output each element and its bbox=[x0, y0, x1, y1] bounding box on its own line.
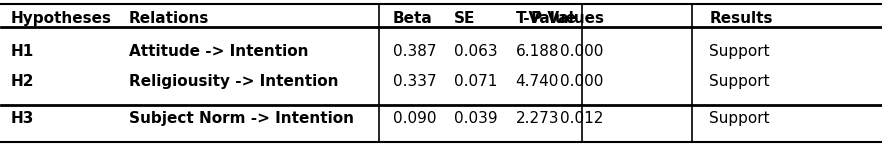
Text: H3: H3 bbox=[11, 111, 34, 126]
Text: 2.273: 2.273 bbox=[516, 111, 559, 126]
Text: 0.071: 0.071 bbox=[454, 74, 497, 89]
Text: 0.337: 0.337 bbox=[392, 74, 437, 89]
Text: 0.000: 0.000 bbox=[560, 44, 603, 59]
Text: Support: Support bbox=[709, 44, 770, 59]
Text: Religiousity -> Intention: Religiousity -> Intention bbox=[129, 74, 339, 89]
Text: T-Value: T-Value bbox=[516, 11, 577, 26]
Text: 0.000: 0.000 bbox=[560, 74, 603, 89]
Text: 0.090: 0.090 bbox=[392, 111, 436, 126]
Text: Hypotheses: Hypotheses bbox=[11, 11, 111, 26]
Text: 4.740: 4.740 bbox=[516, 74, 559, 89]
Text: H1: H1 bbox=[11, 44, 34, 59]
Text: 0.012: 0.012 bbox=[560, 111, 603, 126]
Text: 0.063: 0.063 bbox=[454, 44, 497, 59]
Text: Relations: Relations bbox=[129, 11, 209, 26]
Text: 0.387: 0.387 bbox=[392, 44, 436, 59]
Text: Support: Support bbox=[709, 74, 770, 89]
Text: P Values: P Values bbox=[531, 11, 603, 26]
Text: 0.039: 0.039 bbox=[454, 111, 497, 126]
Text: Support: Support bbox=[709, 111, 770, 126]
Text: H2: H2 bbox=[11, 74, 34, 89]
Text: Beta: Beta bbox=[392, 11, 432, 26]
Text: SE: SE bbox=[454, 11, 475, 26]
Text: Attitude -> Intention: Attitude -> Intention bbox=[129, 44, 309, 59]
Text: 6.188: 6.188 bbox=[516, 44, 559, 59]
Text: Results: Results bbox=[709, 11, 773, 26]
Text: Subject Norm -> Intention: Subject Norm -> Intention bbox=[129, 111, 354, 126]
